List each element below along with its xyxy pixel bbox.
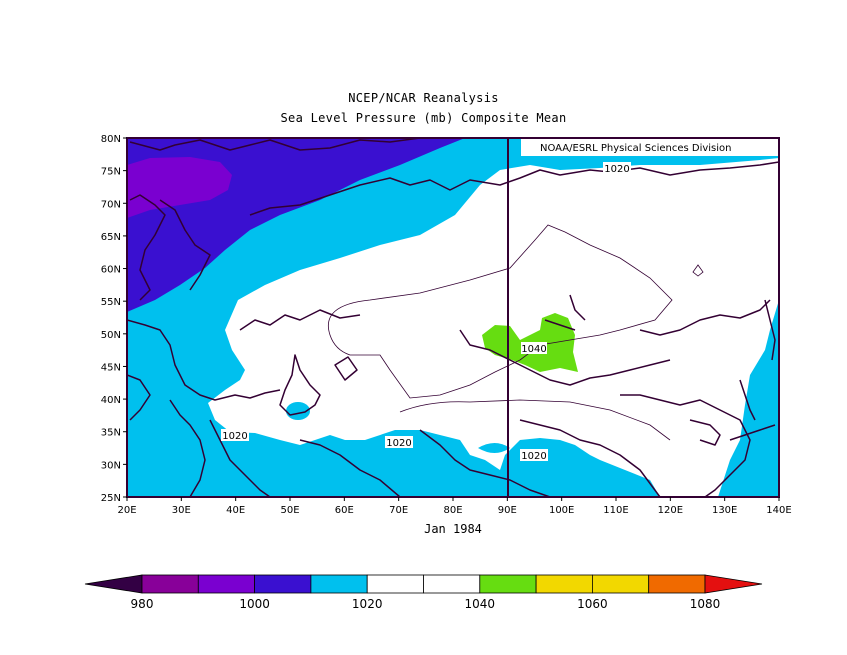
lat-tick-label: 80N (101, 134, 121, 145)
lon-tick-label: 60E (335, 505, 354, 516)
colorbar-bin (592, 574, 650, 594)
colorbar-bin (479, 574, 537, 594)
credit-text: NOAA/ESRL Physical Sciences Division (540, 143, 732, 154)
colorbar-bin (535, 574, 593, 594)
fill-below-990 (127, 157, 232, 218)
credit-box (521, 139, 778, 156)
fill-1010-1020-blob (286, 402, 310, 420)
colorbar-label: 1060 (577, 597, 608, 611)
lat-tick-label: 60N (101, 265, 121, 276)
colorbar-bin (648, 574, 706, 594)
lat-tick-label: 55N (101, 297, 121, 308)
fill-1010-1020-blob (478, 443, 510, 453)
colorbar-bin (141, 574, 199, 594)
contour-labels: 1020 1040 1020 1020 1020 (221, 162, 631, 462)
colorbar-bin (310, 574, 368, 594)
contour-label-1020: 1020 (521, 451, 546, 462)
colorbar-label: 1020 (352, 597, 383, 611)
colorbar-bin (254, 574, 312, 594)
colorbar-bin-high (704, 574, 763, 594)
lat-tick-label: 45N (101, 362, 121, 373)
lon-tick-label: 20E (117, 505, 136, 516)
colorbar-label: 1080 (690, 597, 721, 611)
lat-tick-label: 40N (101, 395, 121, 406)
latitude-axis: 80N 75N 70N 65N 60N 55N 50N 45N 40N 35N 30N 25N (101, 134, 127, 504)
colorbar-bin (197, 574, 256, 594)
contour-label-1040: 1040 (521, 344, 546, 355)
lat-tick-label: 35N (101, 428, 121, 439)
lon-tick-label: 130E (712, 505, 737, 516)
lon-tick-label: 30E (172, 505, 191, 516)
lon-tick-label: 40E (226, 505, 245, 516)
lon-tick-label: 80E (443, 505, 462, 516)
longitude-axis: 20E 30E 40E 50E 60E 70E 80E 90E 100E 110E 120E 130E… (117, 497, 792, 516)
colorbar: 980 1000 1020 1040 1060 1080 (84, 574, 763, 611)
colorbar-label: 980 (131, 597, 154, 611)
colorbar-label: 1000 (239, 597, 270, 611)
pressure-contours (328, 224, 704, 441)
lat-tick-label: 65N (101, 232, 121, 243)
colorbar-bin (366, 574, 424, 594)
map-plot-area: 1020 1040 1020 1020 1020 (127, 138, 779, 497)
lat-tick-label: 30N (101, 460, 121, 471)
lat-tick-label: 25N (101, 493, 121, 504)
lat-tick-label: 50N (101, 330, 121, 341)
colorbar-label: 1040 (465, 597, 496, 611)
colorbar-bin-low (84, 574, 143, 594)
chart-title: NCEP/NCAR Reanalysis (348, 91, 499, 105)
colorbar-bin (423, 574, 481, 594)
lat-tick-label: 70N (101, 199, 121, 210)
lon-tick-label: 70E (389, 505, 408, 516)
period-label: Jan 1984 (424, 522, 482, 536)
lon-tick-label: 120E (658, 505, 683, 516)
lon-tick-label: 50E (280, 505, 299, 516)
lon-tick-label: 100E (549, 505, 574, 516)
coastlines (127, 138, 779, 497)
contour-label-1020: 1020 (604, 164, 629, 175)
chart-subtitle: Sea Level Pressure (mb) Composite Mean (280, 111, 567, 125)
contour-label-1020: 1020 (222, 431, 247, 442)
lon-tick-label: 90E (498, 505, 517, 516)
contour-label-1020: 1020 (386, 438, 411, 449)
lat-tick-label: 75N (101, 167, 121, 178)
lon-tick-label: 110E (603, 505, 628, 516)
lon-tick-label: 140E (766, 505, 791, 516)
